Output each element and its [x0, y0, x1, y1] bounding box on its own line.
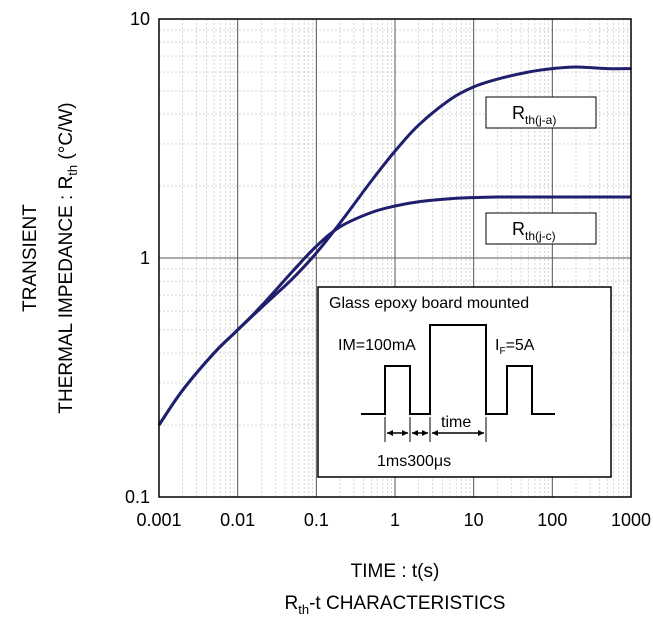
x-tick-label: 100 [537, 510, 567, 530]
x-tick-label: 10 [464, 510, 484, 530]
inset-frame [318, 287, 611, 477]
x-tick-labels: 0.001 0.01 0.1 1 10 100 1000 [136, 510, 651, 530]
chart-subtitle: Rth-t CHARACTERISTICS [285, 593, 506, 617]
y-tick-labels: 0.1 1 10 [125, 9, 150, 507]
inset-title: Glass epoxy board mounted [329, 295, 529, 312]
y-tick-label: 0.1 [125, 487, 150, 507]
y-axis-title-line1: TRANSIENT [20, 204, 41, 312]
legend-rth-ja: Rth(j-a) [486, 97, 596, 128]
inset-time-label: time [441, 414, 471, 431]
y-tick-label: 10 [130, 9, 150, 29]
inset-im-label: IM=100mA [338, 337, 416, 354]
inset-diagram: Glass epoxy board mounted IM=100mA IF=5A… [318, 287, 611, 477]
x-tick-label: 1000 [611, 510, 651, 530]
inset-bottom-label: 1ms300μs [377, 453, 451, 470]
y-axis-title-line2: THERMAL IMPEDANCE : Rth (°C/W) [56, 102, 80, 413]
x-tick-label: 0.01 [220, 510, 255, 530]
x-axis-title: TIME : t(s) [351, 561, 440, 582]
y-tick-label: 1 [140, 248, 150, 268]
legend-rth-jc: Rth(j-c) [486, 213, 596, 244]
x-tick-label: 0.1 [304, 510, 329, 530]
x-tick-label: 0.001 [136, 510, 181, 530]
x-tick-label: 1 [390, 510, 400, 530]
